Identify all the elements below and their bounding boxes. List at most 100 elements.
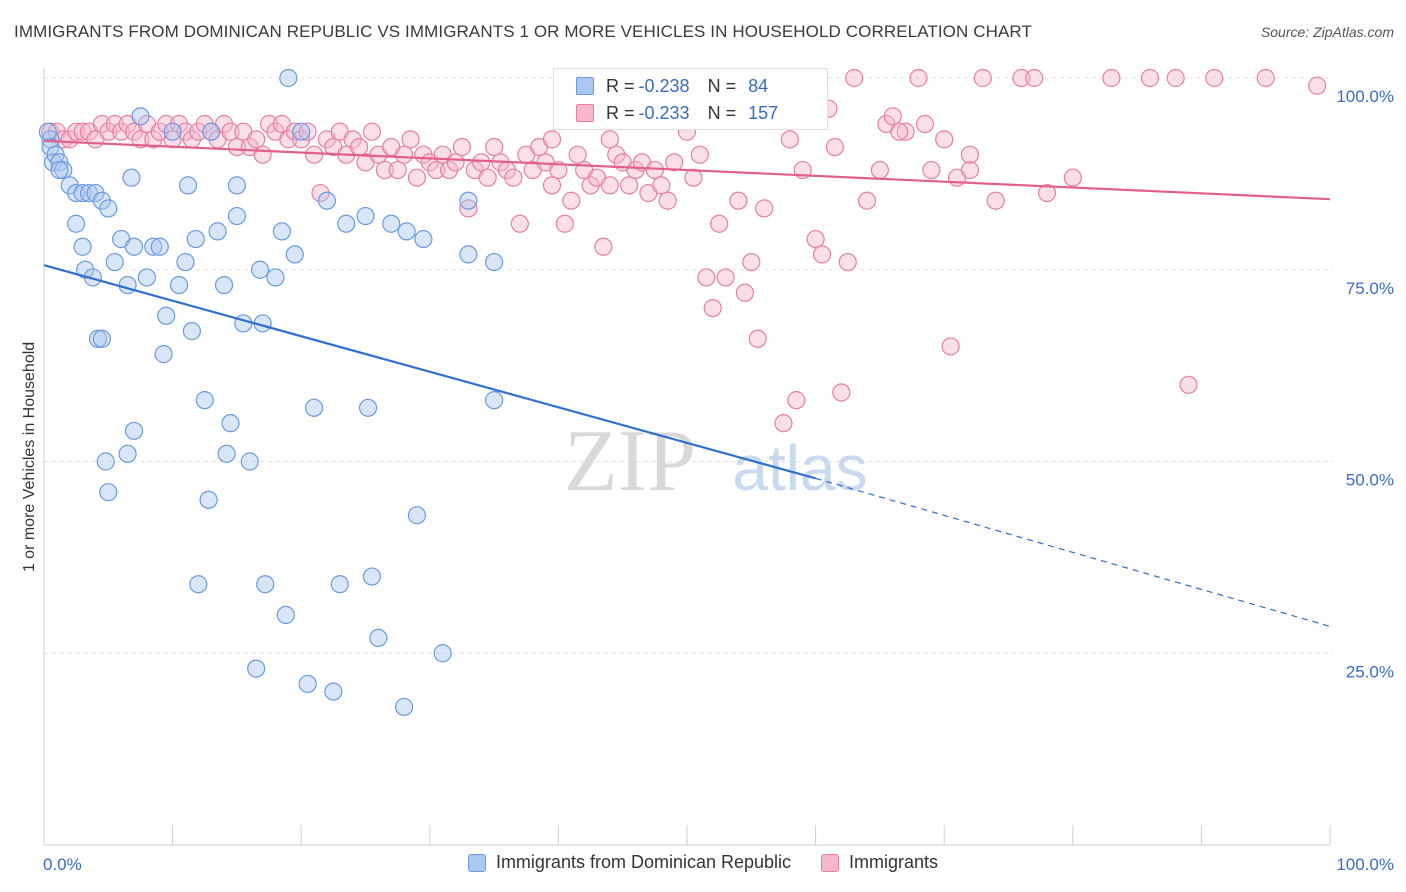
immigrants-point bbox=[459, 199, 478, 218]
dominican-point bbox=[459, 245, 478, 264]
immigrants-point bbox=[562, 191, 581, 210]
dominican-point bbox=[88, 329, 108, 348]
dominican-point bbox=[54, 160, 73, 180]
immigrants-point bbox=[787, 391, 806, 410]
dominican-point bbox=[199, 490, 218, 509]
dominican-point bbox=[397, 222, 416, 241]
immigrants-point bbox=[227, 137, 246, 157]
immigrants-point bbox=[838, 252, 857, 272]
immigrants-point bbox=[298, 122, 317, 141]
dominican-point bbox=[178, 176, 198, 195]
immigrants-point bbox=[594, 237, 613, 256]
immigrants-point bbox=[407, 168, 427, 187]
legend-n-value: 84 bbox=[748, 75, 769, 96]
dominican-point bbox=[169, 275, 189, 295]
dominican-point bbox=[202, 122, 221, 141]
dominican-point bbox=[221, 414, 240, 433]
dominican-point bbox=[276, 605, 295, 625]
immigrants-point bbox=[1308, 76, 1327, 95]
immigrants-point bbox=[504, 168, 523, 187]
dominican-point bbox=[118, 444, 137, 463]
trend-lines bbox=[43, 139, 1331, 627]
immigrants-point bbox=[1140, 68, 1160, 88]
dominican-trend-extension bbox=[815, 477, 1331, 627]
immigrants-point bbox=[600, 130, 619, 149]
dominican-point bbox=[298, 674, 317, 694]
series-legend-label: Immigrants bbox=[849, 852, 939, 872]
legend-n-label: N = bbox=[707, 102, 737, 123]
immigrants-point bbox=[485, 137, 504, 157]
y-tick-label: 75.0% bbox=[1346, 279, 1394, 298]
watermark-atlas: atlas bbox=[732, 432, 867, 504]
immigrants-point bbox=[253, 145, 272, 164]
immigrants-point bbox=[510, 214, 529, 233]
legend-r-value: -0.238 bbox=[638, 75, 690, 96]
dominican-point bbox=[227, 176, 246, 195]
dominican-point bbox=[182, 322, 201, 341]
legend-row-dominican: R = -0.238 N = 84 bbox=[576, 74, 768, 98]
dominican-point bbox=[67, 214, 86, 233]
immigrants-point bbox=[549, 160, 568, 180]
dominican-point bbox=[217, 444, 236, 463]
dominican-point bbox=[99, 483, 118, 502]
immigrants-point bbox=[542, 176, 562, 195]
immigrants-point bbox=[780, 130, 799, 149]
dominican-point bbox=[50, 160, 69, 180]
dominican-point bbox=[459, 191, 478, 210]
series-legend-item-immigrants[interactable]: Immigrants bbox=[821, 852, 938, 873]
dominican-point bbox=[99, 199, 118, 218]
dominican-point bbox=[240, 452, 259, 471]
dominican-point bbox=[337, 214, 356, 233]
dominican-point bbox=[122, 168, 141, 187]
series-legend-swatch bbox=[821, 853, 840, 872]
immigrants-point bbox=[1063, 168, 1082, 187]
immigrants-point bbox=[735, 283, 754, 302]
immigrants-point bbox=[1256, 68, 1275, 88]
immigrants-point bbox=[472, 153, 491, 172]
x-tick-label-max: 100.0% bbox=[1336, 855, 1394, 874]
immigrants-point bbox=[375, 160, 394, 180]
immigrants-point bbox=[703, 299, 722, 318]
dominican-point bbox=[369, 628, 388, 648]
dominican-trend-line bbox=[43, 264, 816, 480]
legend-n-label: N = bbox=[707, 75, 737, 96]
dominican-point bbox=[358, 398, 378, 417]
dominican-point bbox=[256, 575, 275, 594]
immigrants-point bbox=[1205, 68, 1224, 88]
dominican-point bbox=[73, 183, 92, 203]
immigrants-point bbox=[890, 122, 909, 141]
immigrants-point bbox=[658, 191, 677, 210]
series-legend-item-dominican[interactable]: Immigrants from Dominican Republic bbox=[467, 852, 791, 873]
dominican-point bbox=[356, 206, 375, 226]
immigrants-point bbox=[825, 137, 844, 157]
source-label: Source: ZipAtlas.com bbox=[1260, 24, 1394, 40]
dominican-point bbox=[330, 575, 349, 594]
y-tick-labels: 25.0% 50.0% 75.0% 100.0% bbox=[1336, 87, 1394, 681]
immigrants-point bbox=[922, 160, 941, 180]
dominican-point bbox=[137, 268, 156, 287]
immigrants-point bbox=[1102, 68, 1121, 88]
immigrants-point bbox=[620, 176, 639, 195]
dominican-point bbox=[214, 275, 234, 295]
dominican-point bbox=[150, 237, 169, 256]
immigrants-point bbox=[394, 145, 414, 164]
dominican-point bbox=[485, 252, 504, 272]
immigrants-point bbox=[729, 191, 748, 210]
immigrants-point bbox=[755, 199, 774, 218]
immigrants-point bbox=[941, 337, 960, 356]
legend-n-value: 157 bbox=[748, 102, 779, 123]
immigrants-point bbox=[427, 160, 446, 180]
y-tick-label: 25.0% bbox=[1346, 662, 1394, 681]
immigrants-point bbox=[690, 145, 709, 164]
dominican-point bbox=[304, 398, 324, 417]
legend-swatch-immigrants bbox=[576, 104, 594, 122]
legend-r-label: R = bbox=[606, 75, 635, 96]
immigrants-point bbox=[697, 268, 716, 287]
immigrants-point bbox=[748, 329, 767, 348]
series-legend-swatch bbox=[467, 853, 486, 872]
dominican-point bbox=[157, 306, 176, 325]
immigrants-point bbox=[446, 153, 465, 172]
immigrants-point bbox=[452, 137, 472, 157]
dominican-point bbox=[67, 183, 86, 203]
dominican-point bbox=[124, 421, 144, 440]
